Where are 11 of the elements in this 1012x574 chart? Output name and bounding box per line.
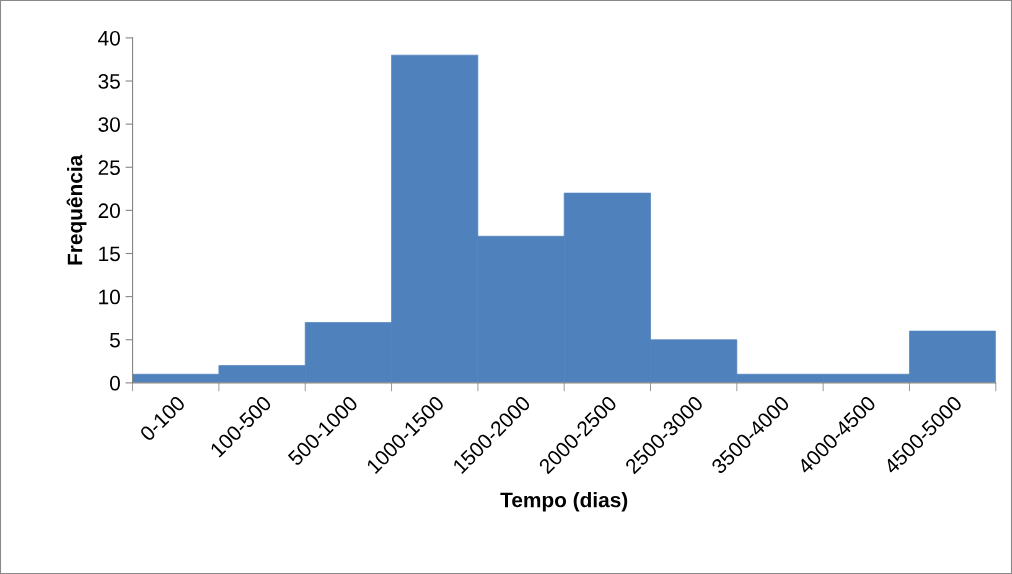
y-tick-label: 15 xyxy=(99,246,120,262)
y-tick-label: 40 xyxy=(98,30,120,46)
y-tick-label: 20 xyxy=(98,203,120,219)
y-tick-label: 5 xyxy=(110,332,120,348)
y-tick-label: 30 xyxy=(98,117,120,132)
y-tick-label: 35 xyxy=(98,74,120,89)
y-tick-label: 0 xyxy=(109,375,120,391)
y-axis-title: Frequência xyxy=(66,154,87,265)
y-tick-label: 10 xyxy=(99,289,120,305)
y-tick-label: 25 xyxy=(98,160,120,175)
x-axis-title: Tempo (dias) xyxy=(500,492,628,512)
